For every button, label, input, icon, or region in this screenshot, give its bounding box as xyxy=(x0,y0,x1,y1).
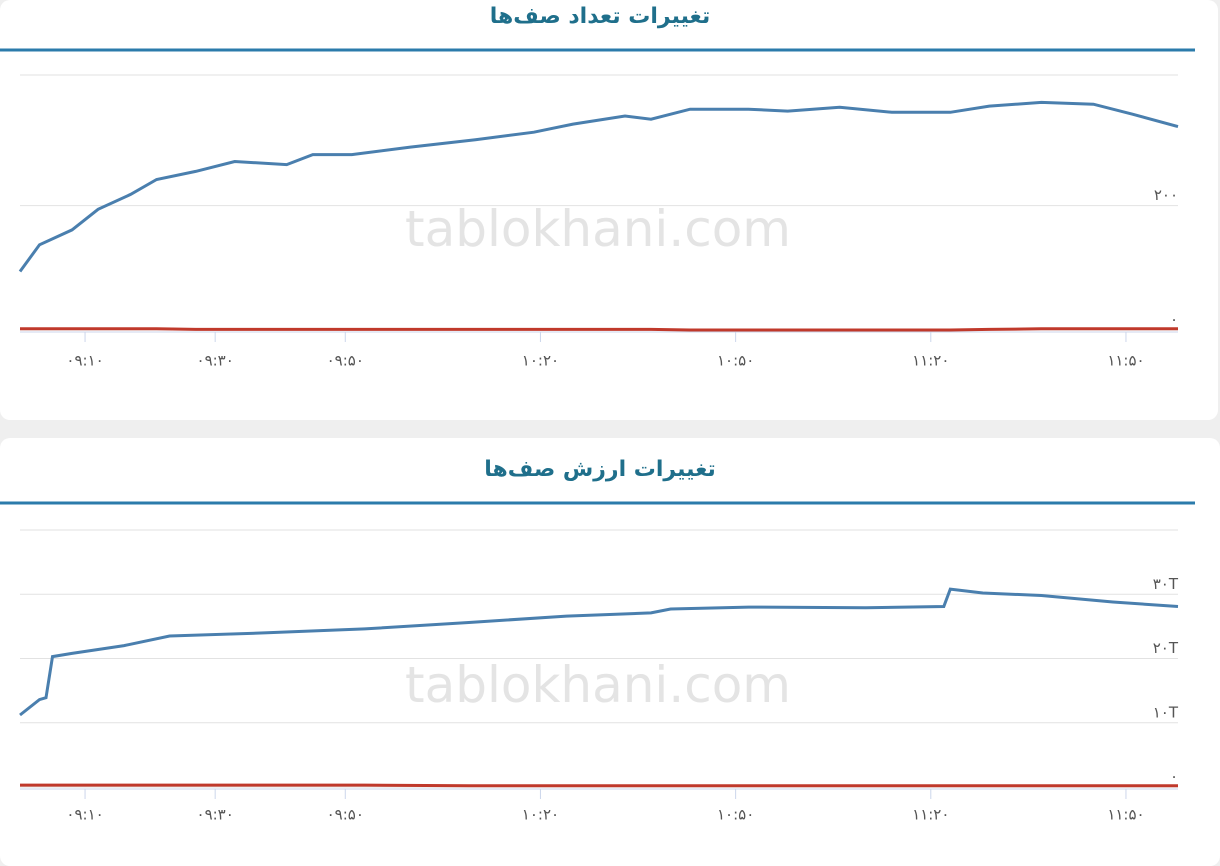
x-tick-label: ۰۹:۳۰ xyxy=(197,352,234,370)
y-tick-label: ۲۰T xyxy=(1153,639,1179,657)
series-line xyxy=(18,100,1179,273)
y-tick-label: ۱۰T xyxy=(1153,703,1179,721)
chart-title: تغییرات تعداد صف‌ها xyxy=(490,4,710,29)
x-tick-label: ۰۹:۵۰ xyxy=(327,352,364,370)
x-tick-label: ۰۹:۱۰ xyxy=(66,352,103,370)
x-tick-label: ۱۰:۵۰ xyxy=(717,352,754,370)
x-tick-label: ۱۱:۲۰ xyxy=(912,352,949,370)
series-line xyxy=(20,327,1178,332)
y-tick-label: ۰ xyxy=(1170,768,1178,786)
chart-title: تغییرات ارزش صف‌ها xyxy=(484,457,716,482)
x-tick-label: ۰۹:۱۰ xyxy=(66,806,103,824)
x-tick-label: ۱۱:۵۰ xyxy=(1107,806,1144,824)
y-tick-label: ۰ xyxy=(1170,311,1178,329)
card xyxy=(0,438,1220,866)
series-line xyxy=(19,587,1179,717)
card xyxy=(0,0,1218,420)
x-tick-label: ۱۰:۲۰ xyxy=(522,352,559,370)
x-tick-label: ۰۹:۳۰ xyxy=(197,806,234,824)
y-tick-label: ۳۰T xyxy=(1153,575,1179,593)
watermark: tablokhani.com xyxy=(405,656,791,714)
x-tick-label: ۱۱:۵۰ xyxy=(1107,352,1144,370)
y-tick-label: ۲۰۰ xyxy=(1154,186,1178,204)
series-line xyxy=(20,783,1178,788)
x-tick-label: ۱۱:۲۰ xyxy=(912,806,949,824)
x-tick-label: ۰۹:۵۰ xyxy=(327,806,364,824)
watermark: tablokhani.com xyxy=(405,200,791,258)
x-tick-label: ۱۰:۲۰ xyxy=(522,806,559,824)
x-tick-label: ۱۰:۵۰ xyxy=(717,806,754,824)
